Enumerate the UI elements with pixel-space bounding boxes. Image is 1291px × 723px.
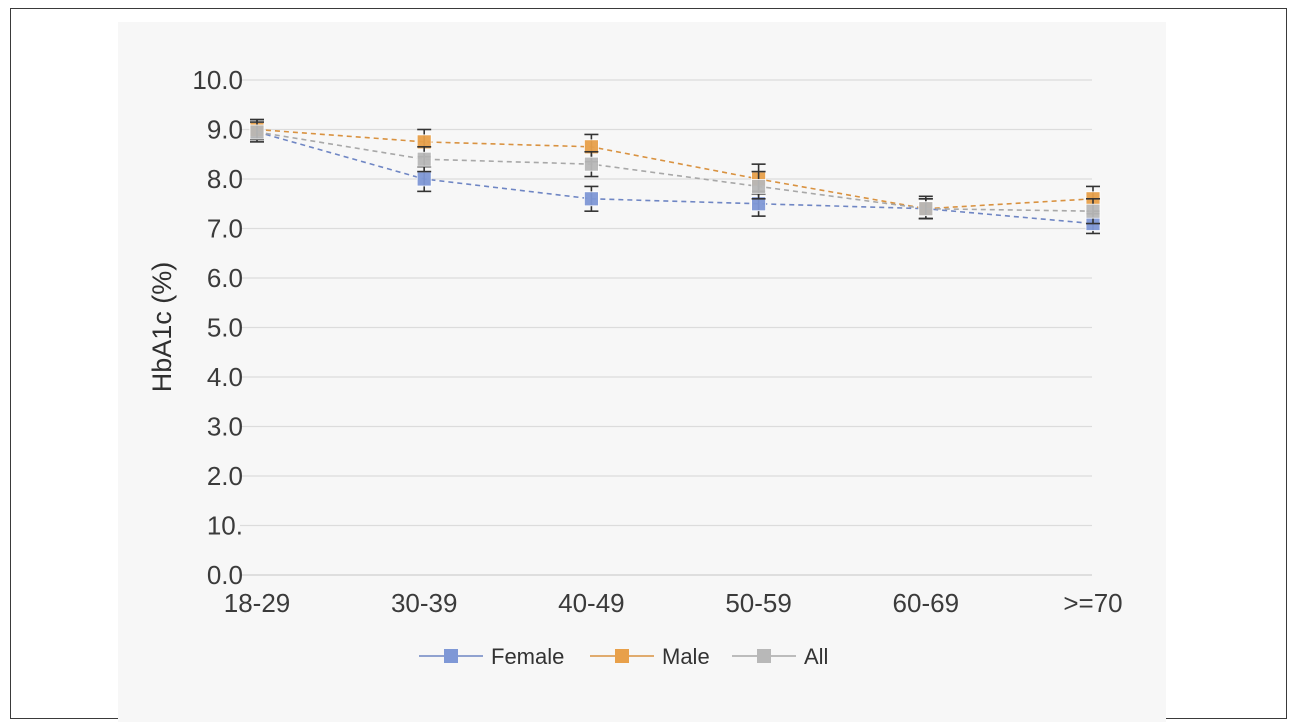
x-tick-label: 40-49 — [558, 588, 625, 618]
x-tick-label: 18-29 — [224, 588, 291, 618]
data-point — [1085, 203, 1101, 219]
y-tick-label: 3.0 — [207, 412, 243, 442]
plot-background — [118, 22, 1166, 722]
legend-item-male: Male — [590, 644, 710, 669]
series-line — [256, 131, 1094, 225]
legend-label: Male — [662, 644, 710, 669]
legend-item-female: Female — [419, 644, 564, 669]
legend-marker — [757, 649, 771, 663]
series-group — [249, 118, 1101, 235]
legend-label: All — [804, 644, 828, 669]
y-tick-label: 6.0 — [207, 263, 243, 293]
x-tick-label: >=70 — [1063, 588, 1122, 618]
y-tick-label: 2.0 — [207, 461, 243, 491]
y-tick-label: 0.0 — [207, 560, 243, 590]
y-tick-label: 4.0 — [207, 362, 243, 392]
x-tick-label: 30-39 — [391, 588, 458, 618]
legend-label: Female — [491, 644, 564, 669]
y-tick-label: 5.0 — [207, 313, 243, 343]
data-point — [584, 191, 599, 207]
y-tick-label: 10.0 — [192, 65, 243, 95]
data-point — [918, 201, 934, 217]
y-tick-label: 7.0 — [207, 214, 243, 244]
y-tick-label: 8.0 — [207, 164, 243, 194]
x-axis-tick-labels: 18-29 30-39 40-49 50-59 60-69 >=70 — [224, 588, 1123, 618]
y-axis-tick-labels: 0.0 10. 2.0 3.0 4.0 5.0 6.0 7.0 8.0 9.0 10.0 — [192, 65, 243, 590]
series-all — [249, 121, 1101, 225]
y-axis-label: HbA1c (%) — [147, 262, 177, 393]
data-point — [751, 179, 766, 194]
gridlines — [240, 79, 1092, 576]
legend: Female Male All — [419, 644, 828, 669]
legend-marker — [615, 649, 629, 663]
x-tick-label: 60-69 — [893, 588, 960, 618]
x-tick-label: 50-59 — [725, 588, 792, 618]
data-point — [416, 171, 432, 187]
y-tick-label: 9.0 — [207, 115, 243, 145]
legend-item-all: All — [732, 644, 828, 669]
data-point — [249, 124, 265, 140]
y-tick-label: 10. — [207, 511, 243, 541]
legend-marker — [444, 649, 458, 663]
data-point — [416, 151, 432, 167]
data-point — [584, 156, 599, 172]
series-line — [256, 128, 1094, 210]
